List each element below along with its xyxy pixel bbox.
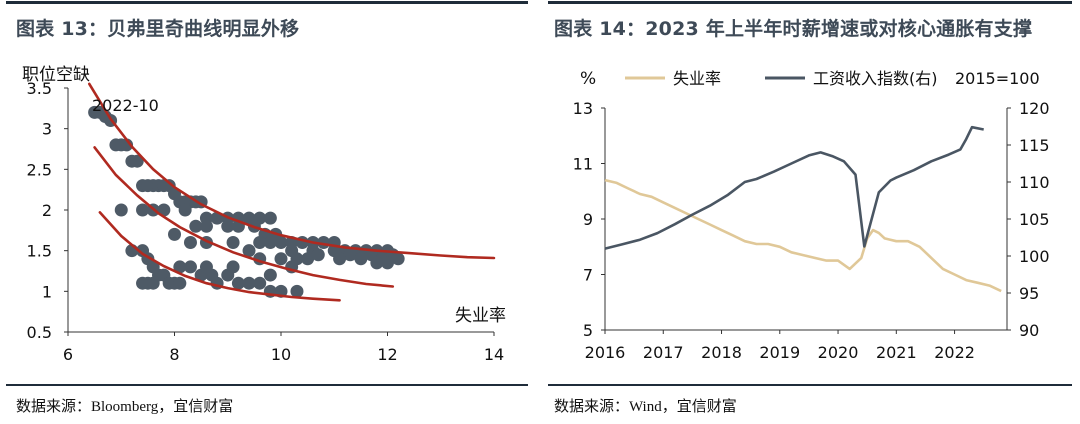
scatter-point: [231, 276, 245, 290]
left-y-tick-label: 9: [583, 210, 593, 229]
y-axis-title: 职位空缺: [22, 65, 90, 85]
scatter-point: [354, 252, 368, 266]
scatter-point: [114, 203, 128, 217]
y-tick-label: 3: [42, 120, 52, 139]
scatter-point: [168, 227, 181, 241]
right-bottom-rule: [548, 384, 1072, 386]
x-tick-label: 2020: [818, 343, 859, 362]
right-y-tick-label: 110: [1019, 173, 1050, 192]
left-y-tick-label: 13: [573, 99, 593, 118]
x-axis-title: 失业率: [455, 306, 506, 326]
right-top-rule: [548, 1, 1072, 4]
x-tick-label: 2021: [876, 343, 917, 362]
right-axis-unit: 2015=100: [955, 69, 1040, 88]
scatter-point: [183, 260, 197, 274]
x-tick-label: 2022: [934, 343, 975, 362]
left-figure-title: 图表 13：贝弗里奇曲线明显外移: [16, 18, 300, 40]
x-tick-label: 2019: [759, 343, 800, 362]
right-y-tick-label: 100: [1019, 247, 1050, 266]
unemployment-rate-line: [604, 178, 1002, 293]
scatter-point: [290, 284, 304, 298]
y-tick-label: 2.5: [27, 160, 52, 179]
legend-label: 工资收入指数(右): [813, 69, 938, 88]
left-figure-panel: 图表 13：贝弗里奇曲线明显外移 0.5 1 1.5 2 2.5 3 3.5 6 8 10 12 14…: [6, 1, 528, 415]
scatter-point: [242, 244, 256, 258]
point-annotation-label: 2022-10: [92, 96, 159, 115]
legend-label: 失业率: [673, 69, 721, 88]
left-source-note: 数据来源：Bloomberg，宜信财富: [16, 399, 234, 415]
left-y-tick-label: 7: [583, 266, 593, 285]
scatter-point: [381, 256, 394, 270]
right-figure-title: 图表 14：2023 年上半年时薪增速或对核心通胀有支撑: [554, 18, 1033, 40]
y-tick-label: 1: [42, 282, 52, 301]
y-tick-label: 0.5: [27, 323, 52, 342]
scatter-point: [120, 138, 134, 152]
left-axis-unit: %: [580, 69, 596, 89]
scatter-point: [311, 248, 325, 262]
x-tick-label: 6: [63, 345, 73, 364]
scatter-point: [226, 236, 240, 250]
scatter-point: [391, 252, 405, 266]
scatter-point: [263, 236, 277, 250]
right-source-note: 数据来源：Wind，宜信财富: [554, 399, 737, 415]
right-y-tick-label: 95: [1019, 284, 1039, 303]
scatter-point: [199, 260, 213, 274]
x-tick-label: 12: [377, 345, 397, 364]
scatter-point: [301, 252, 315, 266]
x-tick-label: 2016: [585, 343, 626, 362]
beveridge-curve-1: [88, 82, 496, 260]
scatter-point: [178, 203, 192, 217]
left-top-rule: [6, 1, 528, 4]
beveridge-curve-2: [93, 146, 395, 288]
scatter-point: [263, 268, 277, 282]
x-tick-label: 10: [271, 345, 291, 364]
scatter-point: [189, 219, 203, 233]
y-tick-label: 3.5: [27, 79, 52, 98]
left-bottom-rule: [6, 384, 528, 386]
y-tick-label: 1.5: [27, 242, 52, 261]
scatter-point: [343, 248, 357, 262]
scatter-point: [173, 276, 187, 290]
wage-unemployment-line-chart: 5 7 9 11 13 90 95 100 105 110 115 120 2016 2017 2018 20…: [573, 69, 1050, 362]
beveridge-curve-3: [98, 211, 341, 302]
scatter-point: [263, 211, 277, 225]
right-figure-panel: 图表 14：2023 年上半年时薪增速或对核心通胀有支撑 5 7 9 11 13 90 95…: [540, 0, 1080, 424]
left-y-tick-label: 5: [583, 321, 593, 340]
right-y-tick-label: 105: [1019, 210, 1050, 229]
scatter-point: [183, 236, 197, 250]
x-tick-label: 8: [169, 345, 179, 364]
scatter-point: [130, 154, 144, 168]
wage-index-line: [604, 125, 984, 250]
scatter-point: [173, 260, 187, 274]
scatter-point: [333, 252, 347, 266]
right-y-tick-label: 90: [1019, 321, 1039, 340]
x-tick-label: 14: [484, 345, 504, 364]
scatter-point: [221, 219, 235, 233]
scatter-point: [199, 219, 213, 233]
scatter-point: [274, 252, 288, 266]
scatter-point: [274, 236, 288, 250]
scatter-point: [226, 260, 240, 274]
scatter-point: [136, 203, 150, 217]
scatter-point: [253, 276, 267, 290]
x-tick-label: 2018: [701, 343, 742, 362]
x-tick-label: 2017: [643, 343, 684, 362]
y-tick-label: 2: [42, 201, 52, 220]
scatter-point: [242, 276, 256, 290]
scatter-point: [253, 236, 267, 250]
right-y-tick-label: 120: [1019, 99, 1050, 118]
left-y-tick-label: 11: [573, 155, 593, 174]
right-y-tick-label: 115: [1019, 136, 1050, 155]
scatter-point: [370, 256, 384, 270]
